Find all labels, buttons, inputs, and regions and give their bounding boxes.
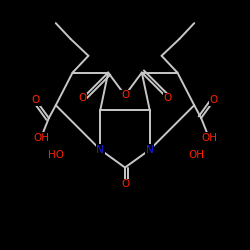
Text: OH: OH <box>33 133 49 143</box>
Text: OH: OH <box>201 133 217 143</box>
Text: N: N <box>96 145 104 155</box>
Text: O: O <box>32 95 40 105</box>
Text: O: O <box>78 93 86 103</box>
Text: O: O <box>121 90 129 100</box>
Text: N: N <box>146 145 154 155</box>
Text: O: O <box>121 179 129 189</box>
Text: OH: OH <box>188 150 204 160</box>
Text: HO: HO <box>48 150 64 160</box>
Text: O: O <box>210 95 218 105</box>
Text: O: O <box>164 93 172 103</box>
